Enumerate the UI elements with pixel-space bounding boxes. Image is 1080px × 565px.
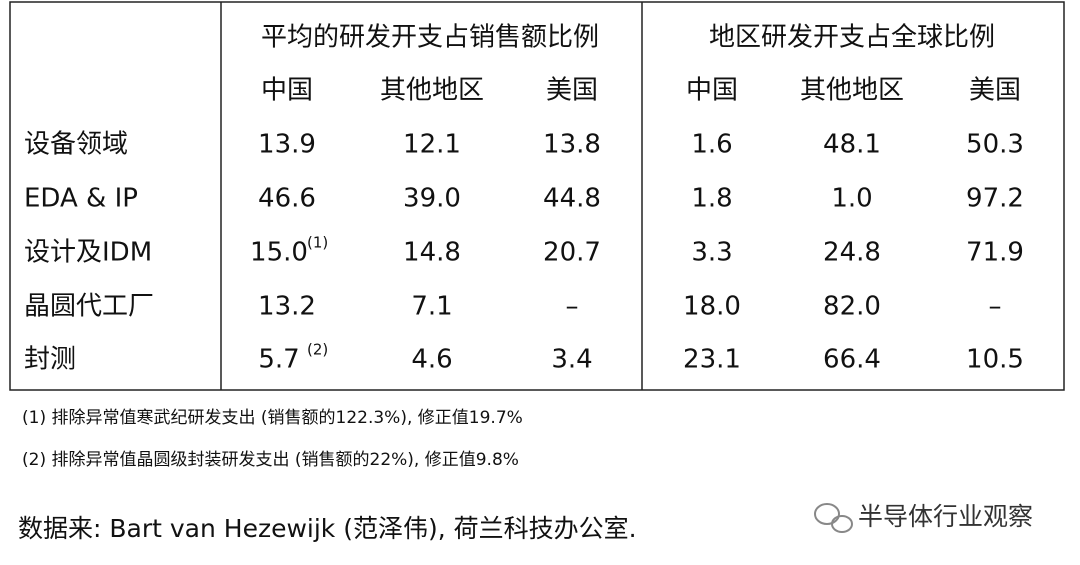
sub-header: 中国 [261,76,313,106]
cell: 46.6 [258,184,316,214]
row-label: 设备领域 [24,130,128,160]
sub-header: 美国 [969,76,1021,106]
cell: 5.7 [258,345,299,375]
cell: 66.4 [823,345,881,375]
row-label: 封测 [24,345,76,375]
group-header: 地区研发开支占全球比例 [709,23,995,53]
cell: 12.1 [403,130,461,160]
cell: 97.2 [966,184,1024,214]
cell: 23.1 [683,345,741,375]
cell: 44.8 [543,184,601,214]
cell: 4.6 [411,345,452,375]
sub-header: 其他地区 [800,76,904,106]
cell: 14.8 [403,238,461,268]
footnote-mark: (1) [307,234,328,252]
cell: 24.8 [823,238,881,268]
cell: 13.9 [258,130,316,160]
row-label: EDA & IP [24,184,138,214]
cell: 48.1 [823,130,881,160]
cell: 50.3 [966,130,1024,160]
row-label: 设计及IDM [24,238,152,268]
watermark: 半导体行业观察 [858,502,1033,531]
cell: 13.8 [543,130,601,160]
row-label: 晶圆代工厂 [24,292,154,322]
wechat-icon [814,503,853,533]
cell: – [989,292,1002,322]
cell: 39.0 [403,184,461,214]
cell: 15.0 [250,238,308,268]
sub-header: 美国 [546,76,598,106]
sub-header: 中国 [686,76,738,106]
group-header: 平均的研发开支占销售额比例 [261,23,599,53]
footnote: (1) 排除异常值寒武纪研发支出 (销售额的122.3%), 修正值19.7% [22,408,523,428]
footnote: (2) 排除异常值晶圆级封装研发支出 (销售额的22%), 修正值9.8% [22,450,519,470]
cell: 13.2 [258,292,316,322]
cell: 20.7 [543,238,601,268]
cell: 71.9 [966,238,1024,268]
cell: 3.4 [551,345,592,375]
cell: 10.5 [966,345,1024,375]
cell: 7.1 [411,292,452,322]
cell: 3.3 [691,238,732,268]
source: 数据来: Bart van Hezewijk (范泽伟), 荷兰科技办公室. [18,514,637,543]
cell: 1.8 [691,184,732,214]
cell: 1.6 [691,130,732,160]
table-border [9,1,1065,391]
cell: – [566,292,579,322]
footnote-mark: (2) [307,341,328,359]
cell: 18.0 [683,292,741,322]
sub-header: 其他地区 [380,76,484,106]
cell: 82.0 [823,292,881,322]
cell: 1.0 [831,184,872,214]
